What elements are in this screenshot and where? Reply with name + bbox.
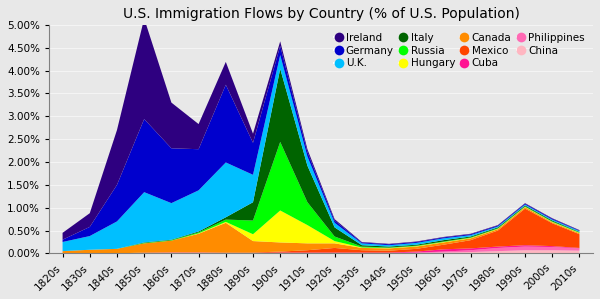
Legend: Ireland, Germany, U.K., Italy, Russia, Hungary, Canada, Mexico, Cuba, Philippine: Ireland, Germany, U.K., Italy, Russia, H…	[331, 30, 588, 71]
Title: U.S. Immigration Flows by Country (% of U.S. Population): U.S. Immigration Flows by Country (% of …	[122, 7, 520, 21]
